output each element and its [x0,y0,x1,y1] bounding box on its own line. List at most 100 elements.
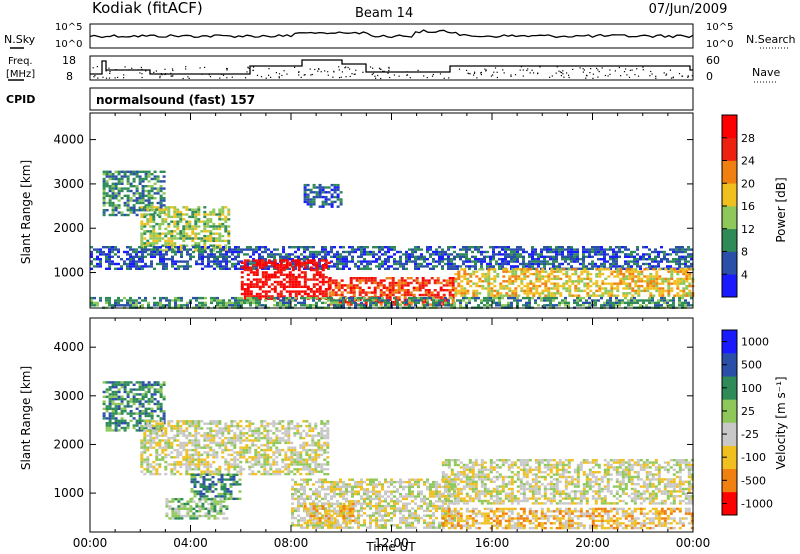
heatmap-cell [114,395,118,398]
heatmap-cell [451,289,455,292]
heatmap-cell [577,282,581,285]
heatmap-cell [367,277,371,280]
heatmap-cell [625,284,629,288]
heatmap-cell [690,258,693,261]
heatmap-cell [230,429,234,433]
heatmap-cell [212,239,216,243]
heatmap-cell [384,304,387,307]
heatmap-cell [588,248,591,251]
nave-dot [514,74,517,76]
heatmap-cell [140,232,144,235]
heatmap-cell [342,260,345,263]
heatmap-cell [508,287,512,290]
heatmap-cell [105,173,109,176]
heatmap-cell [621,265,624,268]
heatmap-cell [254,448,258,452]
heatmap-cell [305,432,309,435]
heatmap-cell [594,299,597,302]
heatmap-cell [387,304,390,307]
heatmap-cell [159,388,163,391]
heatmap-cell [152,232,156,235]
nave-dot [549,76,551,78]
heatmap-cell [120,398,124,401]
heatmap-cell [141,189,145,193]
heatmap-cell [352,298,356,301]
heatmap-cell [149,225,153,228]
heatmap-cell [294,280,298,284]
heatmap-cell [351,258,354,261]
heatmap-cell [388,284,392,287]
heatmap-cell [182,230,186,233]
heatmap-cell [427,303,431,306]
nave-dot [655,75,657,77]
nave-dot [317,70,319,72]
heatmap-cell [197,244,201,247]
heatmap-cell [343,284,347,287]
heatmap-cell [466,280,470,283]
heatmap-cell [658,277,662,281]
heatmap-cell [456,255,459,258]
heatmap-cell [159,201,163,205]
heatmap-cell [152,237,156,240]
heatmap-cell [129,267,132,270]
heatmap-cell [480,253,483,256]
heatmap-cell [231,262,234,266]
heatmap-cell [556,277,560,281]
heatmap-cell [170,215,174,219]
heatmap-cell [670,270,674,273]
heatmap-cell [176,225,180,228]
heatmap-cell [269,422,273,425]
heatmap-cell [324,261,328,264]
heatmap-cell [526,292,530,295]
nave-dot [101,73,103,75]
heatmap-cell [234,250,237,254]
nave-dot [393,74,395,76]
heatmap-cell [315,278,319,281]
nave-dot [140,66,142,69]
heatmap-cell [233,420,237,423]
heatmap-cell [129,253,132,256]
heatmap-cell [285,276,289,279]
heatmap-cell [597,299,600,302]
heatmap-cell [670,275,674,278]
heatmap-cell [568,294,572,297]
heatmap-cell [200,237,204,240]
heatmap-cell [649,287,653,290]
heatmap-cell [126,204,130,207]
heatmap-cell [358,289,362,292]
nave-dot [283,70,285,72]
heatmap-cell [550,292,554,295]
heatmap-cell [574,284,578,288]
heatmap-cell [678,255,681,258]
heatmap-cell [153,426,157,430]
heatmap-cell [218,234,222,238]
heatmap-cell [477,258,480,261]
heatmap-cell [140,439,144,442]
heatmap-cell [105,201,109,205]
heatmap-cell [315,288,319,291]
heatmap-cell [120,417,124,420]
heatmap-cell [158,422,162,425]
heatmap-cell [396,267,399,270]
heatmap-cell [111,211,115,214]
heatmap-cell [409,277,413,280]
heatmap-cell [399,258,402,261]
heatmap-cell [138,405,142,408]
heatmap-cell [270,250,273,254]
heatmap-cell [132,262,135,266]
heatmap-cell [159,204,163,207]
heatmap-cell [255,246,258,249]
heatmap-cell [194,237,198,240]
heatmap-cell [636,253,639,256]
heatmap-cell [654,304,657,307]
heatmap-cell [607,282,611,285]
heatmap-cell [230,420,234,423]
heatmap-cell [273,259,277,262]
heatmap-cell [403,291,407,294]
heatmap-cell [417,299,420,302]
heatmap-cell [243,268,247,272]
heatmap-cell [294,265,297,268]
heatmap-cell [153,267,156,270]
nave-dot [592,73,594,75]
heatmap-cell [144,296,147,300]
